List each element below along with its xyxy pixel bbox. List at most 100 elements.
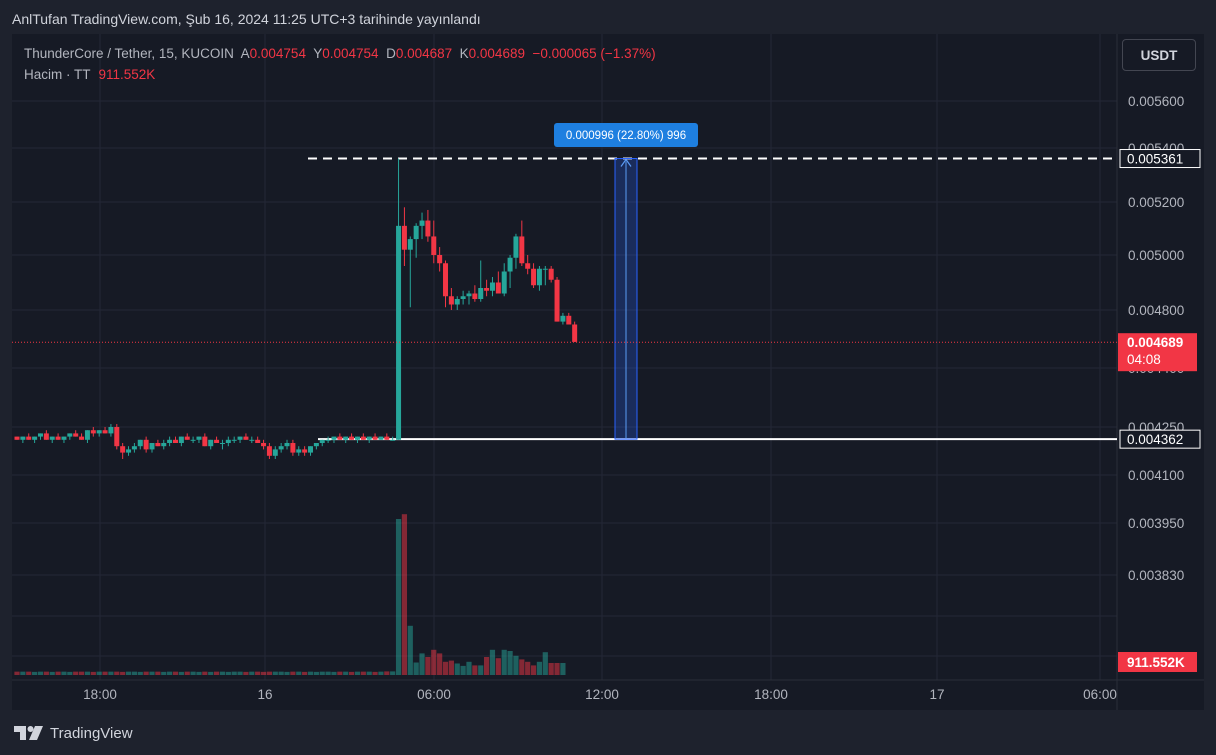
candle-body[interactable] — [349, 436, 355, 440]
candle-body[interactable] — [266, 446, 272, 456]
candle-body[interactable] — [378, 436, 384, 440]
candle-body[interactable] — [495, 282, 501, 294]
candle-body[interactable] — [190, 439, 196, 441]
candle-body[interactable] — [96, 430, 102, 434]
candle-body[interactable] — [225, 439, 231, 443]
candle-body[interactable] — [337, 436, 343, 440]
candle-body[interactable] — [396, 225, 402, 440]
candle-body[interactable] — [219, 443, 225, 444]
candle-body[interactable] — [243, 436, 249, 440]
candle-body[interactable] — [196, 436, 202, 440]
candle-body[interactable] — [448, 296, 454, 305]
candle-body[interactable] — [460, 296, 466, 299]
candle-body[interactable] — [513, 236, 519, 258]
candle-body[interactable] — [308, 446, 313, 453]
candle-body[interactable] — [61, 436, 67, 440]
candle-body[interactable] — [272, 449, 278, 456]
candle-body[interactable] — [366, 436, 372, 440]
candle-body[interactable] — [472, 293, 478, 300]
candle-body[interactable] — [26, 436, 32, 440]
candle-body[interactable] — [548, 268, 554, 280]
candle-body[interactable] — [419, 220, 425, 226]
candle-body[interactable] — [137, 439, 143, 447]
candle-body[interactable] — [172, 439, 178, 443]
candle-body[interactable] — [237, 436, 243, 440]
candle-body[interactable] — [290, 443, 296, 453]
candle-body[interactable] — [55, 436, 61, 440]
candle-body[interactable] — [566, 315, 572, 325]
candle-body[interactable] — [478, 288, 484, 299]
candle-body[interactable] — [114, 427, 120, 447]
candle-body[interactable] — [208, 439, 214, 447]
tradingview-logo[interactable]: TradingView — [14, 724, 133, 742]
candle-body[interactable] — [73, 433, 79, 437]
candle-body[interactable] — [454, 299, 460, 305]
candle-body[interactable] — [49, 436, 55, 440]
candle-body[interactable] — [79, 436, 85, 440]
candle-body[interactable] — [20, 436, 26, 440]
candle-body[interactable] — [372, 436, 378, 440]
candle-body[interactable] — [155, 443, 161, 447]
volume-label[interactable]: Hacim · TT — [24, 67, 91, 82]
candle-body[interactable] — [525, 263, 531, 269]
candle-body[interactable] — [384, 436, 390, 440]
candle-body[interactable] — [554, 279, 560, 322]
candle-body[interactable] — [536, 268, 542, 286]
candle-body[interactable] — [531, 268, 537, 286]
symbol-name[interactable]: ThunderCore / Tether, 15, KUCOIN — [24, 46, 234, 61]
candle-body[interactable] — [249, 439, 255, 441]
candle-body[interactable] — [184, 436, 190, 440]
candle-body[interactable] — [37, 433, 43, 437]
candle-body[interactable] — [407, 239, 413, 250]
candle-body[interactable] — [331, 436, 337, 440]
candle-body[interactable] — [425, 220, 431, 237]
candle-body[interactable] — [126, 449, 132, 453]
candle-body[interactable] — [231, 439, 237, 441]
candle-body[interactable] — [319, 439, 325, 443]
candle-body[interactable] — [401, 225, 407, 250]
currency-button[interactable]: USDT — [1122, 39, 1196, 71]
candle-body[interactable] — [313, 443, 319, 447]
candle-body[interactable] — [437, 255, 443, 264]
candle-body[interactable] — [43, 433, 49, 440]
candle-body[interactable] — [443, 263, 449, 297]
candle-body[interactable] — [32, 436, 38, 440]
candle-body[interactable] — [214, 439, 220, 443]
candle-body[interactable] — [466, 293, 472, 297]
candle-body[interactable] — [161, 443, 167, 447]
candle-body[interactable] — [120, 446, 126, 453]
candle-body[interactable] — [255, 439, 261, 443]
candle-body[interactable] — [261, 443, 267, 447]
candle-body[interactable] — [14, 436, 20, 440]
candle-body[interactable] — [149, 443, 155, 450]
candle-body[interactable] — [519, 236, 525, 264]
candle-body[interactable] — [90, 430, 96, 434]
candle-body[interactable] — [84, 430, 90, 440]
candle-body[interactable] — [507, 257, 513, 272]
candle-body[interactable] — [501, 271, 507, 294]
candle-body[interactable] — [343, 436, 349, 440]
candle-body[interactable] — [167, 439, 173, 443]
candle-body[interactable] — [560, 315, 566, 322]
candle-body[interactable] — [296, 449, 302, 453]
candle-body[interactable] — [284, 443, 290, 447]
candle-body[interactable] — [360, 436, 366, 440]
candle-body[interactable] — [542, 268, 548, 270]
candle-body[interactable] — [178, 436, 184, 443]
candle-body[interactable] — [131, 446, 137, 450]
candle-body[interactable] — [108, 427, 114, 434]
candle-body[interactable] — [572, 324, 578, 342]
candle-body[interactable] — [431, 236, 437, 255]
candle-body[interactable] — [484, 288, 490, 291]
candle-body[interactable] — [302, 449, 308, 453]
candle-body[interactable] — [325, 439, 331, 441]
candle-body[interactable] — [67, 433, 73, 437]
candle-body[interactable] — [489, 282, 495, 291]
candle-body[interactable] — [278, 446, 284, 450]
candle-body[interactable] — [202, 436, 208, 447]
candle-body[interactable] — [390, 439, 396, 441]
candle-body[interactable] — [143, 439, 149, 450]
candle-body[interactable] — [413, 225, 419, 240]
candle-body[interactable] — [354, 436, 360, 440]
